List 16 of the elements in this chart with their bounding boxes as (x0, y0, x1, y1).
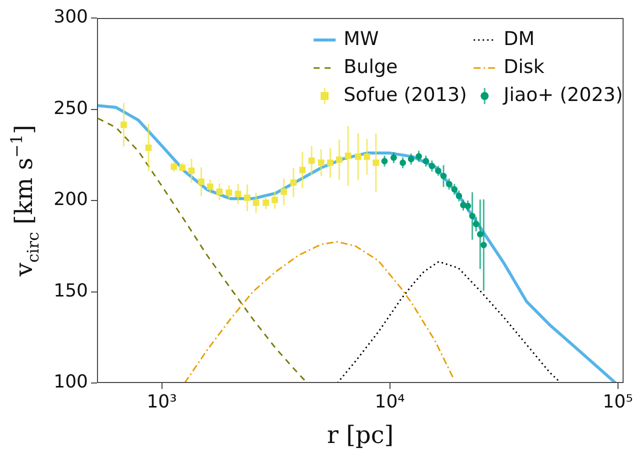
y-axis-title: vcirc [km s−1] (6, 124, 43, 278)
legend-label: MW (344, 28, 380, 50)
y-tick-label: 300 (54, 6, 88, 28)
y-tick-label: 100 (54, 372, 88, 393)
x-tick-label: 10⁵ (602, 391, 633, 412)
legend-label: Bulge (344, 56, 398, 78)
y-tick-label: 250 (54, 98, 88, 119)
x-tick-label: 10⁴ (374, 391, 405, 412)
y-tick-label: 150 (54, 280, 88, 302)
legend-label: Disk (504, 56, 544, 78)
x-axis-title: r [pc] (326, 421, 394, 450)
legend-label: Sofue (2013) (344, 84, 467, 106)
legend-label: Jiao+ (2023) (502, 84, 623, 106)
legend-label: DM (504, 28, 535, 50)
y-tick-label: 200 (54, 189, 88, 210)
x-tick-label: 10³ (146, 391, 177, 412)
